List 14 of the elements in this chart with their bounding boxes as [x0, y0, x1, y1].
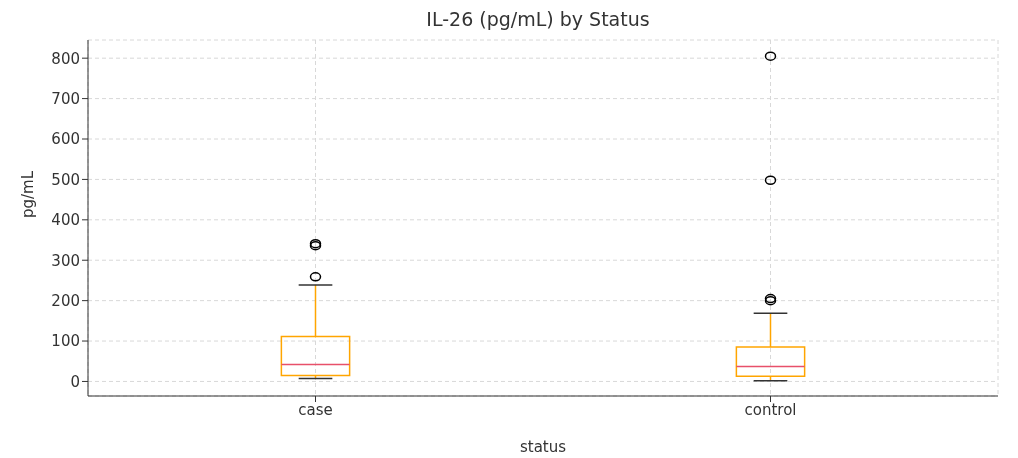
y-tick-label: 200 — [51, 291, 80, 310]
y-axis-title: pg/mL — [19, 170, 38, 218]
y-tick-label: 500 — [51, 170, 80, 189]
x-tick-label: control — [744, 400, 797, 419]
y-tick-label: 400 — [51, 211, 80, 230]
y-tick-label: 300 — [51, 251, 80, 270]
y-tick-label: 600 — [51, 130, 80, 149]
chart-title: IL-26 (pg/mL) by Status — [425, 8, 651, 32]
x-axis-title: status — [519, 438, 567, 456]
y-tick-label: 800 — [51, 49, 80, 68]
y-tick-label: 100 — [51, 332, 80, 351]
y-tick-label: 700 — [51, 89, 80, 108]
x-tick-label: case — [298, 400, 333, 419]
y-tick-label: 0 — [70, 372, 80, 391]
